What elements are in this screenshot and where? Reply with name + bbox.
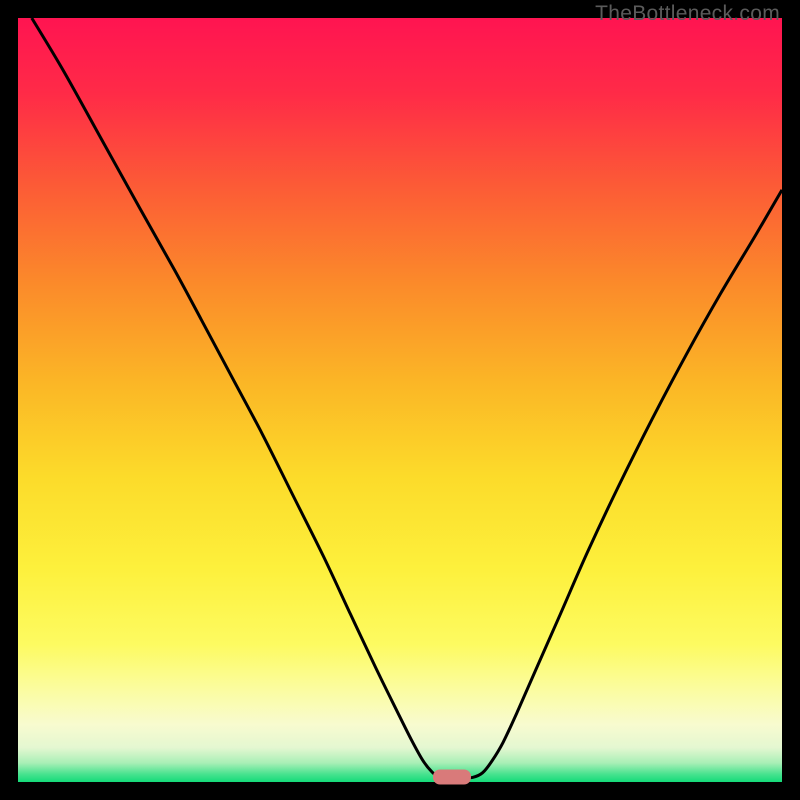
chart-outer: TheBottleneck.com bbox=[0, 0, 800, 800]
bottleneck-curve bbox=[18, 18, 782, 782]
optimal-marker bbox=[433, 770, 471, 785]
watermark-text: TheBottleneck.com bbox=[595, 2, 780, 26]
curve-path bbox=[32, 18, 782, 778]
plot-area bbox=[18, 18, 782, 782]
